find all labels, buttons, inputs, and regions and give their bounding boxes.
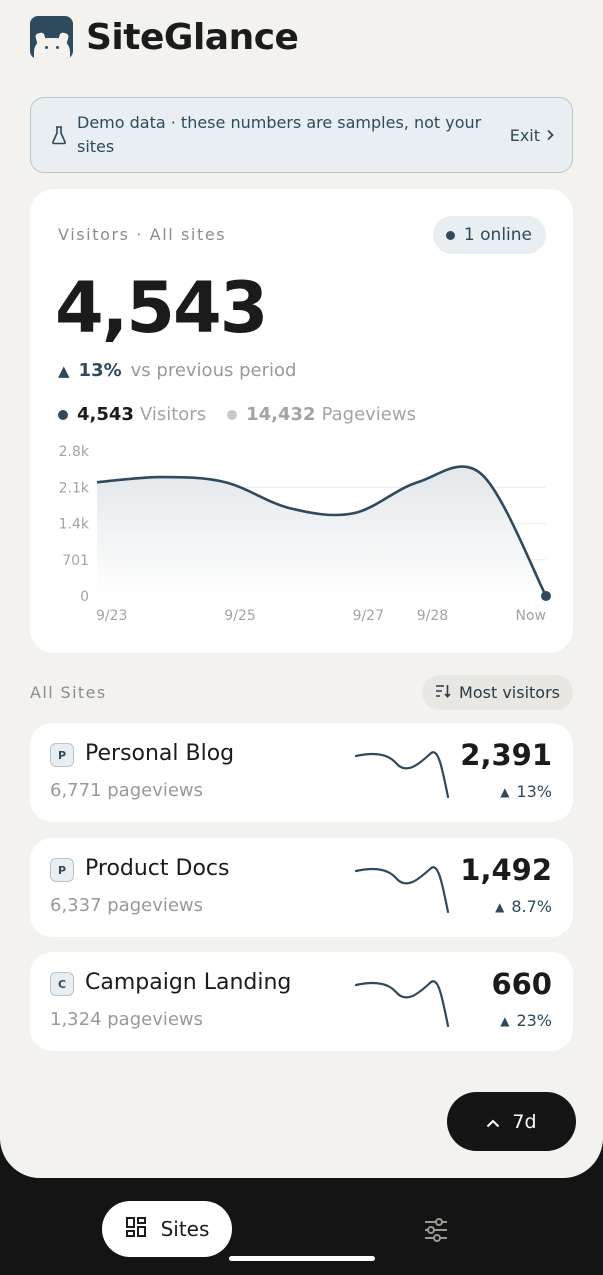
site-card[interactable]: C Campaign Landing 1,324 pageviews 660 ▲… [30,952,573,1051]
exit-demo-button[interactable]: Exit [510,126,554,145]
site-name: Personal Blog [85,741,235,766]
sort-icon [435,683,451,702]
online-dot-icon [445,230,455,240]
site-name: Product Docs [85,856,230,881]
nav-sites-tab[interactable]: Sites [102,1201,232,1257]
grid-icon [125,1216,147,1243]
chart-x-tick-label: 9/25 [224,608,255,624]
chevron-up-icon [486,1111,500,1133]
nav-sites-label: Sites [160,1217,210,1241]
site-sparkline [354,866,450,914]
chart-x-tick-label: 9/23 [96,608,127,624]
chevron-right-icon [546,126,554,145]
chart-y-tick-label: 701 [62,553,89,569]
chart-legend: 4,543 Visitors 14,432 Pageviews [58,404,437,425]
site-name: Campaign Landing [85,970,292,995]
chart-y-tick-label: 0 [80,589,89,605]
chart-series-line-visitors [96,465,548,597]
change-row: ▲ 13% vs previous period [58,360,296,381]
chart-y-tick-label: 1.4k [59,517,90,533]
site-visitors: 1,492 [460,853,552,887]
site-change-value: 8.7% [511,897,552,916]
site-sparkline [354,751,450,799]
change-caption: vs previous period [130,360,297,381]
site-sparkline [354,980,450,1028]
online-count: 1 online [463,225,532,245]
time-range-label: 7d [512,1110,537,1133]
chart-y-tick-label: 2.1k [59,480,90,496]
bottom-nav: Sites [0,1178,603,1275]
online-badge: 1 online [432,216,546,254]
site-initial-badge: C [50,972,74,996]
app-title: SiteGlance [86,17,299,58]
site-card[interactable]: P Personal Blog 6,771 pageviews 2,391 ▲ … [30,723,573,822]
total-visitors: 4,543 [55,267,268,349]
site-card[interactable]: P Product Docs 6,337 pageviews 1,492 ▲ 8… [30,838,573,937]
demo-banner-text: Demo data · these numbers are samples, n… [77,113,482,156]
chart-x-tick-label: 9/28 [417,608,448,624]
site-change-value: 13% [516,782,552,801]
legend-visitors-value: 4,543 [77,404,134,425]
sort-button[interactable]: Most visitors [422,675,573,710]
site-change: ▲ 13% [500,782,552,801]
sites-header: All Sites Most visitors [30,675,573,710]
visitors-chart[interactable]: 2.8k 2.1k 1.4k 701 0 9/23 9/25 9/27 9/28 Now [30,429,573,829]
triangle-up-icon: ▲ [495,899,505,914]
legend-pageviews-label: Pageviews [321,404,416,425]
pageviews-dot-icon [227,409,238,420]
site-pageviews: 6,337 pageviews [50,895,204,916]
triangle-up-icon: ▲ [500,1013,510,1028]
summary-label: Visitors · All sites [58,225,227,244]
demo-banner: Demo data · these numbers are samples, n… [30,97,573,173]
legend-visitors-label: Visitors [139,404,207,425]
chart-area-fill [97,466,546,596]
chart-x-tick-label: Now [516,608,547,624]
sites-title: All Sites [30,683,107,702]
triangle-up-icon: ▲ [58,361,70,380]
sort-label: Most visitors [459,683,560,702]
chart-y-tick-label: 2.8k [59,444,90,460]
app-screen: SiteGlance Demo data · these numbers are… [0,0,603,1178]
site-initial-badge: P [50,743,74,767]
site-pageviews: 1,324 pageviews [50,1009,204,1030]
site-change: ▲ 23% [500,1011,552,1030]
exit-label: Exit [509,125,540,145]
chart-current-point [541,591,551,601]
site-initial-badge: P [50,858,74,882]
change-percent: 13% [78,360,122,381]
visitors-dot-icon [58,409,68,420]
site-change: ▲ 8.7% [495,897,552,916]
legend-pageviews-value: 14,432 [246,404,316,425]
chart-x-tick-label: 9/27 [353,608,384,624]
flask-icon [49,125,69,145]
app-header: SiteGlance [30,16,299,59]
home-indicator [229,1256,375,1261]
triangle-up-icon: ▲ [500,784,510,799]
app-logo-icon [30,16,73,59]
site-pageviews: 6,771 pageviews [50,780,204,801]
site-visitors: 2,391 [460,738,552,772]
time-range-button[interactable]: 7d [447,1092,576,1151]
sliders-icon[interactable] [420,1214,452,1246]
site-visitors: 660 [491,967,552,1001]
visitors-summary-card[interactable]: Visitors · All sites 1 online 4,543 ▲ 13… [30,189,573,653]
site-change-value: 23% [516,1011,552,1030]
